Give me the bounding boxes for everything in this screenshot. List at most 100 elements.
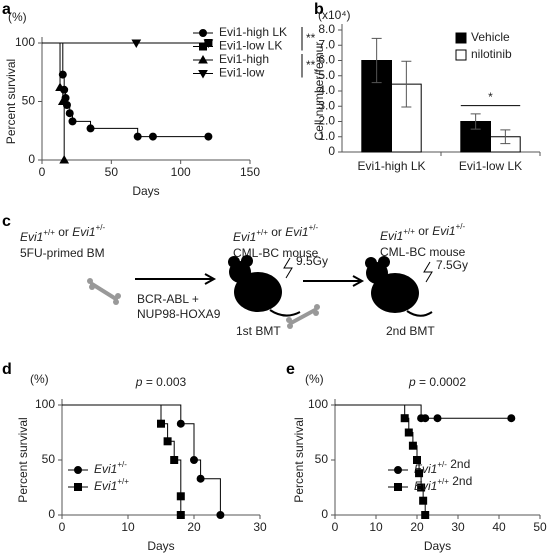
panel-letter: e	[286, 361, 295, 378]
x-tick-label: 40	[492, 520, 506, 534]
marker	[394, 483, 402, 491]
donor-label: 5FU-primed BM	[20, 246, 105, 260]
x-tick-label: 50	[533, 520, 547, 534]
y-unit: (%)	[8, 10, 27, 24]
marker	[157, 419, 165, 428]
panel-letter: b	[314, 1, 324, 18]
panel-letter: a	[2, 1, 11, 18]
legend-label: Evi1-low LK	[219, 39, 282, 53]
step-label: 1st BMT	[236, 324, 281, 338]
genotype: Evi1+/+ or Evi1+/-	[233, 223, 319, 244]
y-axis-label: Percent survival	[292, 417, 306, 502]
transduction-label: BCR-ABL +	[137, 292, 199, 306]
y-tick-label: 50	[42, 452, 56, 466]
legend-label: Evi1+/+	[94, 477, 129, 493]
marker	[204, 132, 213, 141]
marker	[65, 109, 74, 118]
y-tick-label: 5.0	[318, 68, 335, 82]
marker	[408, 441, 417, 450]
irradiation	[283, 257, 293, 279]
y-unit: (%)	[305, 372, 324, 386]
marker	[148, 132, 157, 141]
marker	[203, 39, 214, 49]
x-tick-label: 50	[105, 165, 119, 179]
genotype: Evi1+/+ or Evi1+/-	[20, 223, 106, 244]
x-tick-label: Evi1-high LK	[357, 159, 425, 173]
y-tick-label: 100	[308, 397, 328, 411]
genotype: Evi1+/+ or Evi1+/-	[380, 222, 466, 243]
y-axis-label: Cell number/femur	[312, 42, 326, 141]
marker	[59, 154, 70, 164]
y-tick-label: 100	[35, 397, 55, 411]
x-tick-label: 10	[121, 520, 135, 534]
marker	[400, 414, 409, 423]
marker	[413, 456, 421, 464]
bone-ends	[87, 278, 320, 329]
marker	[190, 456, 198, 464]
y-tick-label: 3.0	[318, 98, 335, 112]
marker	[131, 39, 142, 49]
legend-label: nilotinib	[471, 47, 512, 61]
x-axis-label: Days	[132, 184, 159, 198]
marker	[433, 414, 442, 423]
recipient-label: CML-BC mouse	[380, 245, 466, 259]
significance-label: *	[488, 90, 493, 104]
x-axis-label: Days	[424, 539, 451, 553]
mouse	[228, 255, 301, 317]
y-tick-label: 50	[315, 452, 329, 466]
y-tick-label: 4.0	[318, 83, 335, 97]
legend-label: Evi1-high	[219, 52, 269, 66]
dose-label: 7.5Gy	[436, 258, 468, 272]
y-tick-label: 6.0	[318, 53, 335, 67]
significance-label: **	[306, 31, 316, 45]
y-axis-label: Percent survival	[16, 417, 30, 502]
y-tick-label: 1.0	[318, 129, 335, 143]
marker	[507, 414, 516, 423]
p-value: p = 0.003	[135, 375, 187, 389]
y-axis-label: Percent survival	[4, 59, 18, 144]
marker	[133, 132, 142, 141]
x-tick-label: 10	[369, 520, 383, 534]
y-tick-label: 7.0	[318, 37, 335, 51]
marker	[55, 82, 65, 91]
irradiation	[423, 261, 433, 283]
marker	[176, 419, 185, 428]
y-tick-label: 0	[321, 507, 328, 521]
marker	[58, 70, 67, 79]
x-tick-label: 30	[451, 520, 465, 534]
marker	[419, 496, 428, 505]
survival-curve	[335, 404, 426, 515]
marker	[216, 511, 225, 519]
marker	[163, 437, 172, 446]
legend-label: Evi1+/+ 2nd	[414, 474, 472, 493]
marker	[68, 117, 77, 126]
marker	[394, 466, 402, 474]
x-tick-label: 20	[410, 520, 424, 534]
x-tick-label: 20	[187, 520, 201, 534]
y-tick-label: 0	[28, 152, 35, 166]
marker	[198, 70, 208, 79]
diagram: c Evi1+/+ or Evi1+/- 5FU-primed BM BCR-A…	[2, 213, 468, 338]
y-tick-label: 2.0	[318, 114, 335, 128]
x-tick-label: Evi1-low LK	[459, 159, 522, 173]
marker	[74, 466, 82, 474]
arrow	[135, 273, 365, 287]
marker	[417, 483, 426, 492]
x-tick-label: 30	[253, 520, 267, 534]
marker	[421, 414, 430, 423]
y-tick-label: 50	[22, 94, 36, 108]
x-tick-label: 0	[39, 165, 46, 179]
marker	[199, 42, 207, 51]
x-tick-label: 0	[332, 520, 339, 534]
legend-label: Evi1-high LK	[219, 25, 287, 39]
bone	[90, 282, 317, 325]
marker	[74, 483, 82, 491]
y-unit: (%)	[30, 372, 49, 386]
mouse	[365, 256, 433, 317]
step-label: 2nd BMT	[386, 324, 435, 338]
x-tick-label: 0	[59, 520, 66, 534]
marker	[86, 124, 95, 133]
dose-label: 9.5Gy	[296, 254, 328, 268]
y-tick-label: 8.0	[318, 22, 335, 36]
